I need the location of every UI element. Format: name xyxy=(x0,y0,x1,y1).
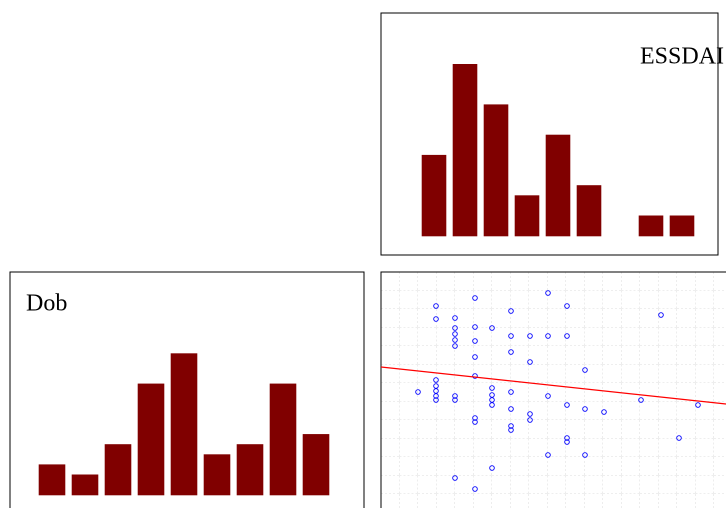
point xyxy=(601,409,607,415)
point xyxy=(527,411,533,417)
point xyxy=(564,402,570,408)
point xyxy=(472,486,478,492)
fit-line xyxy=(380,366,726,405)
panel-title: ESSDAI xyxy=(640,44,724,70)
point xyxy=(582,452,588,458)
bar xyxy=(483,104,509,237)
bar xyxy=(638,215,664,237)
panel-title: Dob xyxy=(26,291,67,317)
panel-frame xyxy=(380,271,726,508)
point xyxy=(433,303,439,309)
bar xyxy=(514,195,540,237)
bar xyxy=(38,464,66,496)
point xyxy=(545,452,551,458)
point xyxy=(415,389,421,395)
point xyxy=(452,475,458,481)
point xyxy=(452,337,458,343)
point xyxy=(545,393,551,399)
point xyxy=(452,393,458,399)
bar xyxy=(236,444,264,496)
point xyxy=(433,316,439,322)
point xyxy=(452,343,458,349)
bar xyxy=(669,215,695,237)
point xyxy=(564,303,570,309)
point xyxy=(508,406,514,412)
panel-frame xyxy=(9,271,365,508)
point xyxy=(638,397,644,403)
bar xyxy=(137,383,165,496)
bar xyxy=(302,434,330,496)
bar xyxy=(203,454,231,496)
point xyxy=(508,308,514,314)
point xyxy=(527,333,533,339)
point xyxy=(472,415,478,421)
bar xyxy=(104,444,132,496)
point xyxy=(472,419,478,425)
point xyxy=(527,417,533,423)
point xyxy=(508,423,514,429)
point xyxy=(508,427,514,433)
point xyxy=(472,354,478,360)
point xyxy=(433,377,439,383)
point xyxy=(545,333,551,339)
point xyxy=(676,435,682,441)
point xyxy=(582,406,588,412)
point xyxy=(452,315,458,321)
bar xyxy=(269,383,297,496)
point xyxy=(472,338,478,344)
point xyxy=(564,435,570,441)
point xyxy=(452,397,458,403)
point xyxy=(508,389,514,395)
point xyxy=(582,367,588,373)
point xyxy=(545,290,551,296)
point xyxy=(489,465,495,471)
bar xyxy=(421,154,447,237)
bar xyxy=(170,353,198,496)
point xyxy=(508,349,514,355)
bar xyxy=(576,185,602,237)
point xyxy=(564,439,570,445)
point xyxy=(472,373,478,379)
point xyxy=(452,331,458,337)
point xyxy=(658,312,664,318)
point xyxy=(472,295,478,301)
panel-frame xyxy=(380,12,719,256)
point xyxy=(433,393,439,399)
point xyxy=(564,333,570,339)
point xyxy=(452,325,458,331)
point xyxy=(527,359,533,365)
point xyxy=(489,402,495,408)
point xyxy=(489,385,495,391)
point xyxy=(695,402,701,408)
bar xyxy=(545,134,571,237)
point xyxy=(433,397,439,403)
point xyxy=(489,325,495,331)
point xyxy=(508,333,514,339)
bar xyxy=(452,64,478,237)
point xyxy=(472,324,478,330)
bar xyxy=(71,474,99,496)
